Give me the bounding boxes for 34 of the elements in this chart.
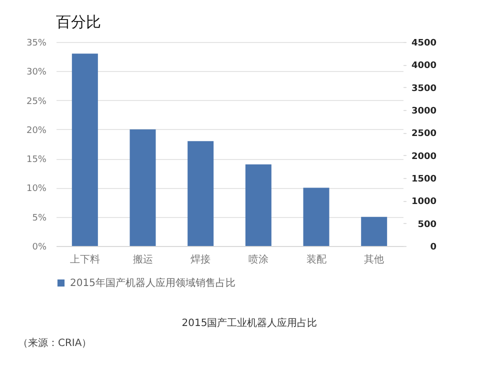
chart-title: 百分比 [56, 13, 101, 31]
x-tick-label: 其他 [364, 254, 384, 266]
y-tick-label: 25% [26, 96, 47, 107]
y-tick-label: 20% [26, 126, 47, 136]
bar [72, 54, 98, 246]
y2-tick-label: 3000 [411, 106, 436, 116]
y2-tick-label: 0 [430, 242, 436, 252]
y-tick-label: 5% [32, 213, 47, 224]
y-tick-label: 0% [32, 242, 47, 252]
x-tick-label: 装配 [306, 254, 326, 266]
x-tick-label: 搬运 [132, 254, 153, 266]
text: （来源：CRIA） [18, 336, 92, 350]
y-tick-label: 15% [26, 155, 47, 166]
bar [130, 129, 156, 246]
y2-tick-label: 4000 [411, 61, 436, 72]
y2-tick-label: 1500 [411, 174, 436, 184]
bar [245, 164, 272, 246]
y2-tick-label: 2000 [411, 152, 436, 162]
y2-tick-label: 4500 [411, 38, 436, 48]
y2-tick-label: 1000 [411, 197, 436, 208]
y-tick-label: 10% [26, 184, 47, 194]
x-tick-label: 焊接 [190, 254, 211, 266]
bar [303, 188, 330, 246]
y2-tick-label: 3500 [411, 84, 436, 94]
text: 2015国产工业机器人应用占比 [180, 316, 318, 330]
bar [188, 141, 214, 246]
legend-label: 2015年国产机器人应用领域销售占比 [70, 277, 236, 289]
y-tick-label: 30% [26, 68, 47, 78]
x-tick-label: 上下料 [70, 254, 100, 266]
bar [361, 216, 388, 246]
y2-tick-label: 500 [418, 220, 436, 230]
y-tick-label: 35% [26, 38, 47, 48]
x-tick-label: 喷涂 [248, 254, 268, 266]
y2-tick-label: 2500 [411, 129, 436, 140]
